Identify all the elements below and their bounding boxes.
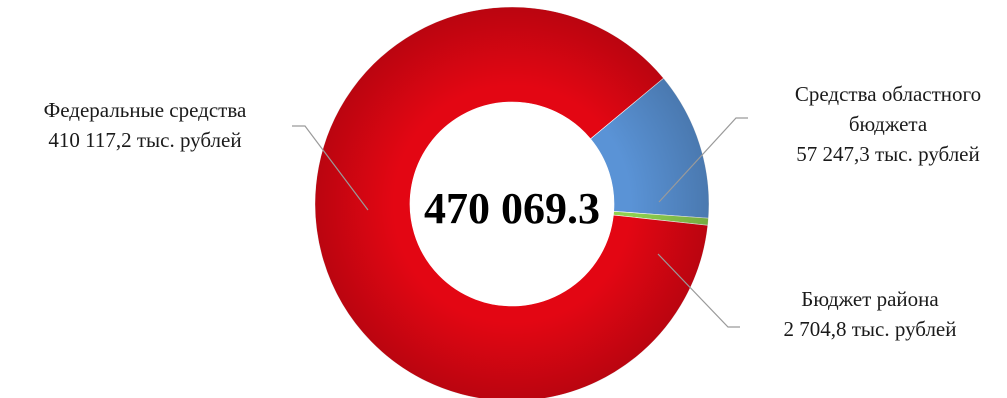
donut-slices — [314, 6, 710, 398]
data-label-line: 2 704,8 тыс. рублей — [783, 317, 956, 341]
data-label-line: Бюджет района — [801, 287, 939, 311]
data-label-line: Средства областного — [795, 82, 981, 106]
data-label-федеральные-средства: Федеральные средства 410 117,2 тыс. рубле… — [44, 98, 247, 152]
leader-line-федеральные-средства — [292, 125, 369, 211]
data-label-line: Федеральные средства — [44, 98, 247, 122]
leader-line-средства-областного-бюджета — [658, 117, 748, 203]
donut-shading — [315, 7, 709, 398]
leader-lines — [292, 117, 748, 328]
slice-labels: Федеральные средства 410 117,2 тыс. рубле… — [44, 82, 981, 341]
data-label-line: 57 247,3 тыс. рублей — [796, 142, 980, 166]
center-total-label: 470 069.3 — [424, 184, 600, 233]
leader-line-бюджет-района — [657, 253, 740, 328]
data-label-line: 410 117,2 тыс. рублей — [48, 128, 241, 152]
data-label-line: бюджета — [849, 112, 928, 136]
data-label-бюджет-района: Бюджет района 2 704,8 тыс. рублей — [783, 287, 956, 341]
data-label-средства-областного-бюджета: Средства областного бюджета 57 247,3 тыс. … — [795, 82, 981, 166]
